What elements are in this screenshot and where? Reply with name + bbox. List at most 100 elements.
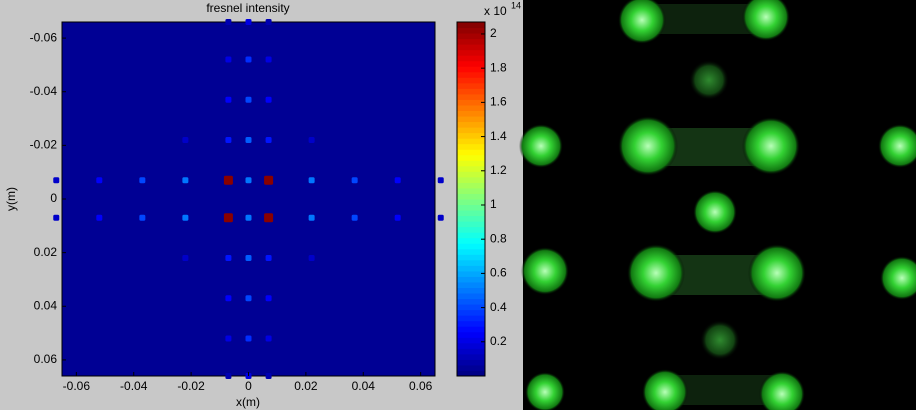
colorbar-segment [457,33,485,40]
intensity-spot [245,56,252,63]
intensity-spot [265,19,272,25]
colorbar-tick-label: 1.4 [490,129,507,143]
spot [748,244,806,302]
colorbar-exponent: 14 [511,0,521,10]
colorbar-segment [457,276,485,283]
intensity-spot [264,175,274,185]
colorbar-segment [457,121,485,128]
colorbar-segment [457,176,485,183]
colorbar-tick-label: 0.4 [490,300,507,314]
colorbar-segment [457,187,485,194]
colorbar-segment [457,221,485,228]
intensity-spot [265,56,272,63]
intensity-spot [182,137,189,143]
colorbar-tick-label: 0.8 [490,231,507,245]
spot [759,371,805,415]
intensity-spot [265,137,272,143]
intensity-spot [225,56,232,63]
colorbar-segment [457,132,485,139]
colorbar-tick-label: 1.2 [490,163,507,177]
colorbar-segment [457,127,485,134]
plot-area [61,21,436,377]
intensity-spot [245,19,252,25]
intensity-spot [139,214,146,221]
colorbar-segment [457,270,485,277]
intensity-spot [225,373,232,379]
colorbar-segment [457,348,485,355]
intensity-spot [245,335,252,342]
x-tick-label: -0.06 [63,379,91,393]
intensity-spot [53,214,60,221]
y-tick-label: 0.06 [34,352,58,366]
colorbar-segment [457,104,485,111]
y-axis-label: y(m) [4,187,18,211]
colorbar-segment [457,281,485,288]
intensity-spot [182,214,189,221]
colorbar-segment [457,254,485,261]
colorbar-segment [457,237,485,244]
spot [627,244,685,302]
spot [618,116,678,176]
colorbar-segment [457,55,485,62]
colorbar-tick-label: 0.2 [490,334,507,348]
colorbar-segment [457,27,485,34]
intensity-spot [245,137,252,143]
intensity-spot [265,373,272,379]
colorbar-segment [457,265,485,272]
colorbar-segment [457,342,485,349]
intensity-spot [182,255,189,261]
intensity-spot [394,177,401,184]
spot [618,0,666,44]
colorbar-segment [457,154,485,161]
colorbar-segment [457,215,485,222]
colorbar-segment [457,116,485,123]
intensity-spot [225,19,232,25]
intensity-spot [265,335,272,342]
colorbar-segment [457,60,485,67]
intensity-spot [265,96,272,103]
y-tick-label: 0.04 [34,298,58,312]
colorbar-tick-label: 2 [490,26,497,40]
colorbar-segment [457,304,485,311]
colorbar-segment [457,226,485,233]
colorbar-segment [457,210,485,217]
colorbar-segment [457,38,485,45]
intensity-spot [437,177,444,184]
spot [693,190,737,234]
x-tick-label: -0.02 [177,379,205,393]
colorbar-segment [457,93,485,100]
colorbar-segment [457,232,485,239]
spot [525,372,565,412]
intensity-spot [245,177,252,184]
intensity-spot [437,214,444,221]
intensity-spot [245,214,252,221]
colorbar-segment [457,364,485,371]
intensity-spot [308,137,315,143]
colorbar-tick-label: 1 [490,197,497,211]
colorbar-segment [457,193,485,200]
intensity-spot [351,177,358,184]
colorbar-segment [457,243,485,250]
intensity-spot [245,255,252,261]
colorbar-segment [457,320,485,327]
colorbar-segment [457,82,485,89]
intensity-spot [245,295,252,302]
intensity-spot [182,177,189,184]
colorbar-segment [457,199,485,206]
x-axis-label: x(m) [236,395,260,409]
colorbar-segment [457,259,485,266]
colorbar-segment [457,149,485,156]
intensity-spot [225,96,232,103]
colorbar-segment [457,370,485,377]
colorbar-tick-label: 0.6 [490,266,507,280]
colorbar-multiplier: x 10 [484,4,507,18]
spot [519,124,563,168]
spot [521,247,569,295]
colorbar-segment [457,293,485,300]
colorbar-segment [457,165,485,172]
colorbar-segment [457,160,485,167]
colorbar-segment [457,88,485,95]
spot [742,0,790,41]
colorbar-segment [457,326,485,333]
